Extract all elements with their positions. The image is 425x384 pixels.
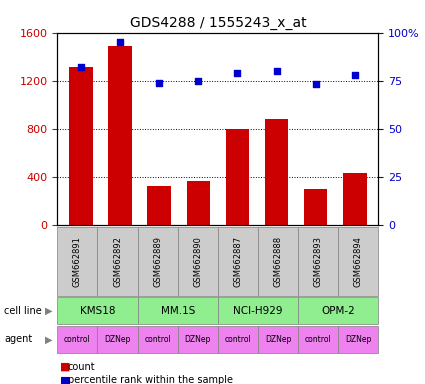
Text: NCI-H929: NCI-H929 bbox=[233, 306, 283, 316]
Text: cell line: cell line bbox=[4, 306, 42, 316]
Text: ■: ■ bbox=[60, 375, 70, 384]
Text: count: count bbox=[68, 362, 96, 372]
Text: DZNep: DZNep bbox=[184, 335, 211, 344]
Text: GSM662890: GSM662890 bbox=[193, 236, 202, 286]
Text: percentile rank within the sample: percentile rank within the sample bbox=[68, 375, 233, 384]
Bar bbox=[226, 129, 249, 225]
Text: GSM662891: GSM662891 bbox=[73, 236, 82, 286]
Bar bbox=[147, 186, 171, 225]
Point bbox=[273, 68, 280, 74]
Text: MM.1S: MM.1S bbox=[161, 306, 195, 316]
Point bbox=[312, 81, 319, 88]
Point bbox=[234, 70, 241, 76]
Text: control: control bbox=[144, 335, 171, 344]
Text: DZNep: DZNep bbox=[345, 335, 371, 344]
Bar bbox=[304, 189, 327, 225]
Point bbox=[351, 72, 358, 78]
Text: GSM662893: GSM662893 bbox=[314, 236, 323, 286]
Text: agent: agent bbox=[4, 334, 32, 344]
Bar bbox=[108, 46, 132, 225]
Point bbox=[195, 78, 201, 84]
Bar bbox=[265, 119, 288, 225]
Point bbox=[77, 64, 84, 70]
Text: control: control bbox=[224, 335, 251, 344]
Text: control: control bbox=[305, 335, 332, 344]
Text: GSM662894: GSM662894 bbox=[354, 236, 363, 286]
Text: OPM-2: OPM-2 bbox=[321, 306, 355, 316]
Text: GSM662889: GSM662889 bbox=[153, 236, 162, 286]
Text: KMS18: KMS18 bbox=[80, 306, 115, 316]
Text: GSM662887: GSM662887 bbox=[233, 235, 242, 287]
Point bbox=[156, 79, 162, 86]
Text: GSM662888: GSM662888 bbox=[273, 235, 283, 287]
Title: GDS4288 / 1555243_x_at: GDS4288 / 1555243_x_at bbox=[130, 16, 306, 30]
Bar bbox=[69, 68, 93, 225]
Text: ▶: ▶ bbox=[45, 306, 53, 316]
Point bbox=[116, 39, 123, 45]
Text: DZNep: DZNep bbox=[265, 335, 291, 344]
Text: ▶: ▶ bbox=[45, 334, 53, 344]
Bar bbox=[343, 173, 366, 225]
Text: DZNep: DZNep bbox=[105, 335, 131, 344]
Text: GSM662892: GSM662892 bbox=[113, 236, 122, 286]
Text: ■: ■ bbox=[60, 362, 70, 372]
Bar bbox=[187, 182, 210, 225]
Text: control: control bbox=[64, 335, 91, 344]
